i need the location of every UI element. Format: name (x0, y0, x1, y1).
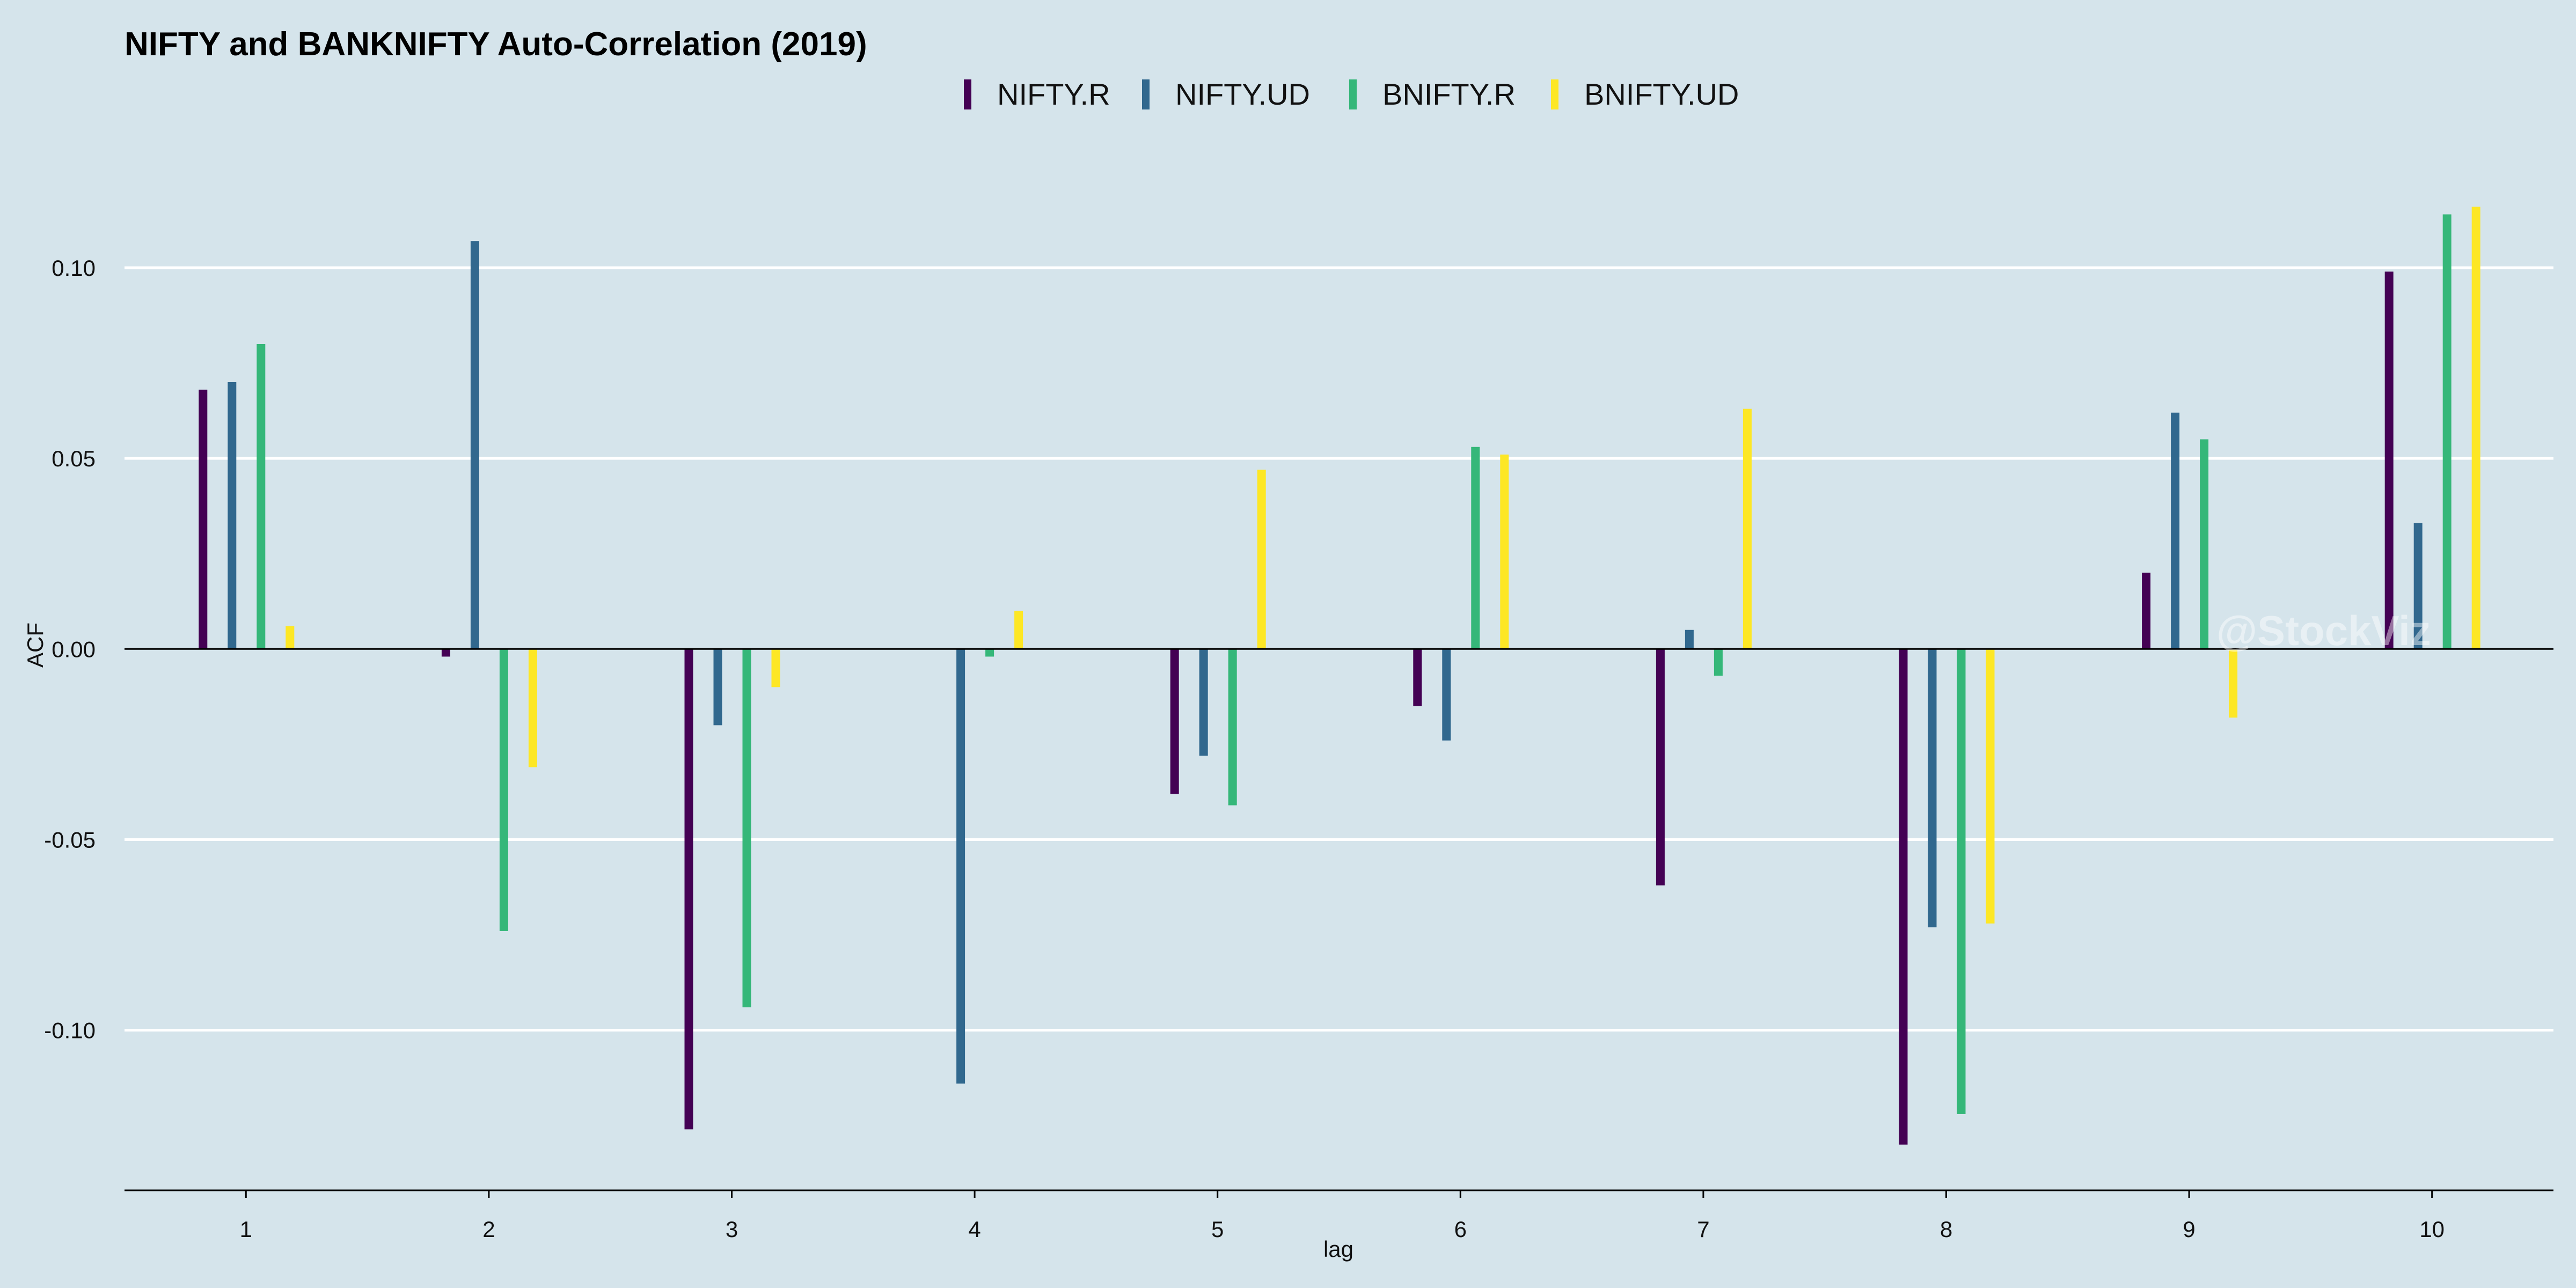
x-tick-label: 5 (1211, 1217, 1224, 1242)
bar-bnifty-r-lag-10 (2442, 214, 2451, 649)
legend: NIFTY.R NIFTY.UD BNIFTY.R BNIFTY.UD (964, 77, 1739, 111)
bar-bnifty-r-lag-8 (1957, 649, 1966, 1114)
bar-nifty-ud-lag-1 (228, 382, 237, 649)
y-tick-label: -0.05 (44, 827, 96, 852)
x-axis-title: lag (1323, 1236, 1353, 1262)
legend-item-bnifty-r: BNIFTY.R (1349, 77, 1516, 111)
bar-bnifty-r-lag-7 (1714, 649, 1723, 676)
bar-nifty-ud-lag-4 (956, 649, 965, 1084)
bars (199, 207, 2480, 1145)
bar-nifty-ud-lag-7 (1685, 630, 1694, 649)
bar-bnifty-r-lag-3 (742, 649, 751, 1008)
bar-nifty-ud-lag-10 (2413, 523, 2423, 649)
legend-swatch (1142, 79, 1150, 109)
bar-nifty-r-lag-7 (1656, 649, 1665, 885)
y-axis-title: ACF (23, 623, 48, 668)
bar-bnifty-ud-lag-8 (1986, 649, 1995, 924)
x-tick-label: 9 (2183, 1217, 2195, 1242)
bar-nifty-ud-lag-6 (1442, 649, 1451, 741)
x-tick-label: 10 (2419, 1217, 2445, 1242)
legend-swatch (964, 79, 971, 109)
bar-bnifty-ud-lag-4 (1014, 611, 1023, 649)
bar-bnifty-ud-lag-1 (286, 626, 295, 649)
y-axis-ticks: -0.10 -0.05 0.00 0.05 0.10 (44, 255, 96, 1043)
bar-nifty-ud-lag-5 (1199, 649, 1208, 756)
legend-label: NIFTY.UD (1175, 77, 1310, 111)
bar-nifty-ud-lag-2 (470, 241, 479, 649)
bar-nifty-r-lag-6 (1413, 649, 1422, 706)
bar-bnifty-r-lag-4 (985, 649, 994, 657)
bar-bnifty-r-lag-5 (1228, 649, 1237, 806)
x-axis-ticks: 1 2 3 4 5 6 7 8 9 10 (240, 1190, 2445, 1242)
x-tick-label: 8 (1940, 1217, 1952, 1242)
gridlines (125, 266, 2553, 1032)
legend-item-nifty-ud: NIFTY.UD (1142, 77, 1310, 111)
bar-bnifty-r-lag-1 (257, 343, 266, 649)
bar-nifty-r-lag-5 (1170, 649, 1179, 794)
bar-nifty-r-lag-10 (2384, 272, 2394, 649)
bar-bnifty-r-lag-2 (499, 649, 508, 931)
x-tick-label: 7 (1697, 1217, 1709, 1242)
legend-label: NIFTY.R (997, 77, 1110, 111)
y-tick-label: 0.05 (52, 446, 96, 471)
x-tick-label: 1 (240, 1217, 252, 1242)
x-tick-label: 4 (968, 1217, 980, 1242)
bar-nifty-ud-lag-3 (713, 649, 722, 726)
bar-nifty-ud-lag-9 (2171, 412, 2180, 649)
legend-item-nifty-r: NIFTY.R (964, 77, 1110, 111)
x-tick-label: 6 (1454, 1217, 1467, 1242)
y-tick-label: -0.10 (44, 1018, 96, 1043)
bar-bnifty-ud-lag-5 (1257, 470, 1266, 649)
bar-bnifty-ud-lag-9 (2229, 649, 2238, 718)
bar-nifty-r-lag-8 (1899, 649, 1908, 1145)
bar-bnifty-ud-lag-7 (1743, 408, 1752, 649)
legend-item-bnifty-ud: BNIFTY.UD (1551, 77, 1739, 111)
bar-nifty-r-lag-2 (441, 649, 450, 657)
y-tick-label: 0.00 (52, 636, 96, 662)
x-tick-label: 2 (482, 1217, 495, 1242)
watermark: @StockViz (2216, 607, 2431, 654)
chart-title: NIFTY and BANKNIFTY Auto-Correlation (20… (125, 26, 867, 63)
legend-label: BNIFTY.UD (1584, 77, 1739, 111)
x-tick-label: 3 (726, 1217, 738, 1242)
bar-bnifty-ud-lag-2 (528, 649, 537, 767)
bar-bnifty-ud-lag-6 (1500, 454, 1509, 649)
bar-bnifty-ud-lag-10 (2471, 207, 2480, 649)
bar-nifty-r-lag-9 (2142, 573, 2151, 649)
bar-bnifty-r-lag-6 (1471, 447, 1480, 649)
bar-nifty-r-lag-3 (684, 649, 693, 1130)
legend-label: BNIFTY.R (1382, 77, 1516, 111)
bar-bnifty-r-lag-9 (2200, 439, 2209, 649)
bar-nifty-ud-lag-8 (1928, 649, 1937, 927)
bar-nifty-r-lag-1 (199, 390, 208, 649)
bar-bnifty-ud-lag-3 (771, 649, 780, 687)
legend-swatch (1551, 79, 1558, 109)
y-tick-label: 0.10 (52, 255, 96, 281)
legend-swatch (1349, 79, 1357, 109)
